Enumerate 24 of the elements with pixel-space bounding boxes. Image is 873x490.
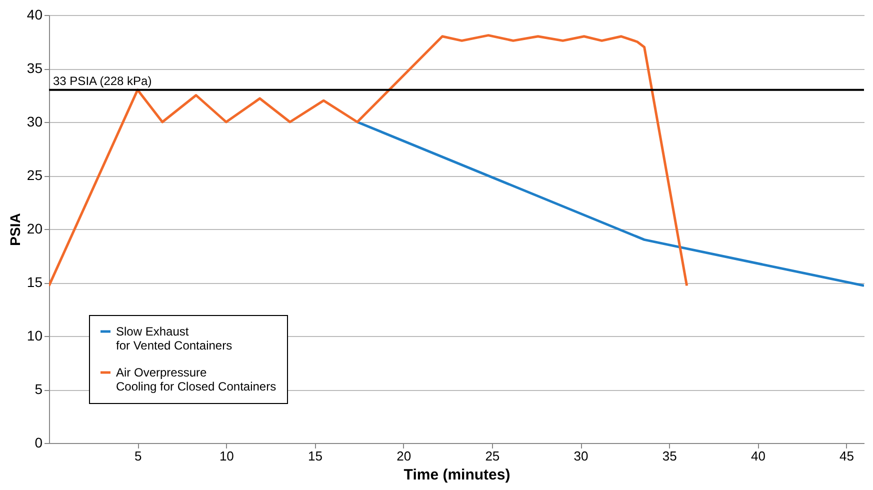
y-tick-label: 25 xyxy=(26,167,43,183)
y-tick-label: 5 xyxy=(34,381,43,397)
x-tick-label: 35 xyxy=(662,448,677,464)
y-tick-label: 15 xyxy=(26,274,43,290)
y-tick-label: 20 xyxy=(26,220,43,236)
y-tick-label: 10 xyxy=(26,328,43,344)
y-tick-label: 30 xyxy=(26,114,43,130)
ref-line-label: 33 PSIA (228 kPa) xyxy=(53,74,152,88)
y-tick-label: 0 xyxy=(34,434,43,450)
x-tick-label: 10 xyxy=(219,448,234,464)
x-tick-label: 15 xyxy=(308,448,322,464)
legend-label: Slow Exhaust for Vented Containers xyxy=(116,324,232,352)
x-tick-label: 30 xyxy=(574,448,588,464)
y-axis-title: PSIA xyxy=(6,213,23,246)
line-series xyxy=(49,34,688,287)
x-tick-label: 20 xyxy=(396,448,412,464)
x-tick-label: 40 xyxy=(750,448,766,464)
y-tick-label: 40 xyxy=(26,6,43,22)
x-tick-label: 25 xyxy=(485,448,500,464)
y-tick-label: 35 xyxy=(26,60,43,76)
x-tick-label: 45 xyxy=(840,448,854,464)
x-axis-title: Time (minutes) xyxy=(404,466,510,484)
x-tick-label: 5 xyxy=(134,448,142,464)
legend-label: Air Overpressure Cooling for Closed Containers xyxy=(116,366,276,394)
